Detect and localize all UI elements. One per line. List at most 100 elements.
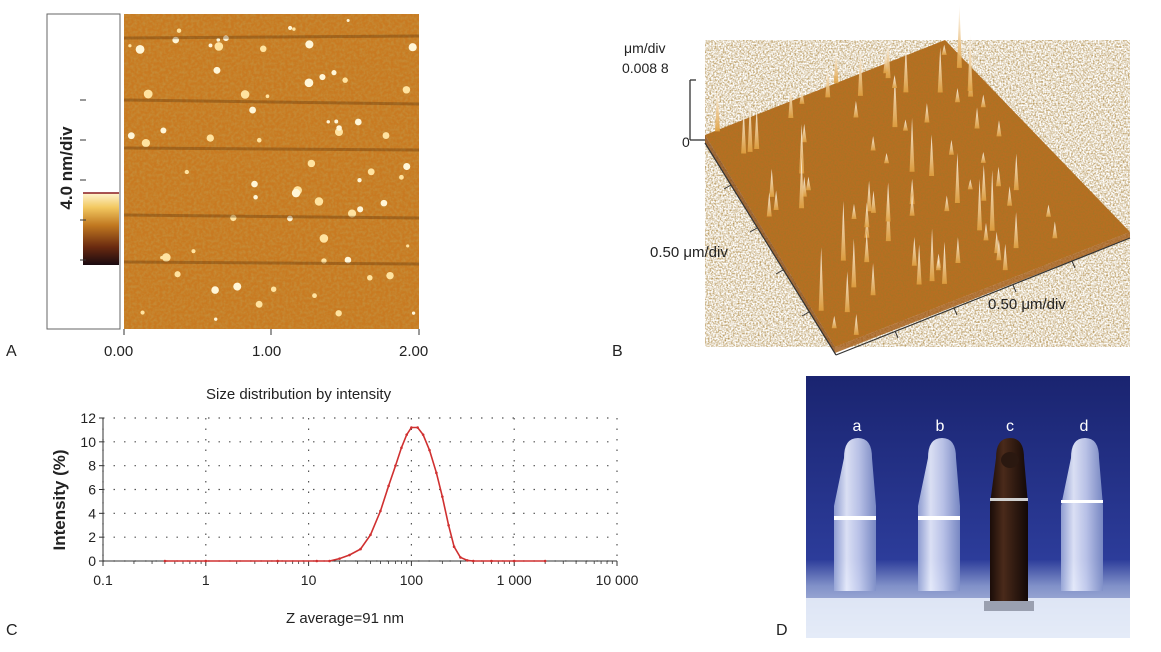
data-point (471, 559, 475, 563)
surface-spike (714, 85, 720, 132)
surface-spike (1007, 186, 1013, 206)
data-point (400, 446, 403, 450)
panel-letter-d: D (776, 622, 788, 639)
panel-a-figure (46, 13, 420, 335)
data-point (428, 448, 431, 452)
afm-particle (307, 159, 316, 168)
afm-particle (399, 174, 404, 180)
surface-spike (866, 180, 872, 212)
surface-spike (967, 179, 973, 190)
afm-particle (334, 119, 339, 124)
surface-spike (891, 75, 897, 89)
vial-label-c: c (1006, 418, 1014, 435)
afm-particle (321, 258, 327, 264)
afm-particle (240, 90, 250, 99)
data-point (421, 433, 425, 436)
y-tick-label: 10 (80, 434, 96, 450)
surface-spike (955, 237, 961, 263)
data-point (405, 433, 408, 436)
surface-spike (747, 100, 753, 152)
afm-particle (357, 206, 364, 213)
data-point (328, 559, 331, 563)
afm-particle (270, 286, 277, 292)
surface-spike (853, 313, 859, 335)
surface-spike (892, 74, 898, 128)
data-point (543, 559, 547, 563)
surface-spike (996, 239, 1002, 261)
surface-spike (799, 89, 805, 104)
vial-label-b: b (936, 418, 945, 435)
surface-spike (911, 237, 917, 266)
data-point (163, 559, 167, 563)
data-point (379, 509, 382, 513)
data-point (276, 559, 279, 563)
data-point (447, 523, 450, 527)
surface-spike (741, 108, 747, 154)
afm-particle (288, 25, 293, 31)
surface-spike (909, 178, 915, 205)
colorbar (83, 193, 119, 265)
afm-height-image (124, 14, 419, 329)
afm-particle (140, 310, 145, 315)
panel-letter-a: A (6, 343, 17, 360)
intensity-chart: 0 2 4 6 8 10 12 0.1 1 10 100 1 000 10 000 (80, 410, 638, 588)
afm-particle (256, 137, 262, 143)
surface-spike (831, 315, 837, 329)
data-point (387, 484, 390, 488)
afm-particle (342, 77, 348, 83)
data-point (490, 559, 493, 563)
afm-particle (319, 234, 329, 243)
afm-particle (406, 244, 410, 248)
afm-particle (223, 35, 229, 42)
afm-particle (176, 28, 182, 33)
afm-particle (326, 120, 331, 124)
afm-particle (206, 134, 214, 142)
afm-particle (386, 271, 394, 280)
afm-particle (346, 18, 350, 23)
afm-particle (214, 42, 224, 51)
panel-b-figure (689, 3, 1131, 356)
surface-spike (1013, 212, 1019, 249)
surface-spike (788, 85, 794, 118)
afm-particle (249, 106, 257, 114)
surface-spike (944, 195, 950, 212)
afm-particle (208, 43, 213, 48)
data-point (466, 559, 469, 562)
surface-spike (766, 192, 772, 217)
surface-spike (853, 100, 859, 118)
afm-particle (141, 138, 151, 148)
afm-particle (253, 194, 258, 200)
surface-spike (935, 259, 941, 271)
afm-particle (354, 118, 362, 126)
data-point (204, 559, 208, 563)
surface-spike (1002, 243, 1008, 271)
surface-spike (773, 190, 779, 211)
surface-spike (954, 153, 960, 204)
afm-scan-lines (123, 34, 420, 266)
data-point (512, 559, 516, 563)
afm-particle (304, 78, 314, 88)
afm-particle (292, 27, 296, 31)
afm-particle (344, 256, 352, 264)
afm-particle (135, 44, 145, 54)
x-tick-label: 100 (400, 572, 424, 588)
surface-spike (851, 203, 857, 220)
afm-particle (319, 73, 326, 81)
afm-particle (191, 249, 196, 254)
afm-particle (402, 86, 411, 94)
surface-spike (924, 103, 930, 123)
afm-particle (380, 199, 388, 207)
afm-particle (347, 209, 357, 218)
afm-particle (216, 38, 221, 42)
surface-spike (977, 178, 983, 231)
afm-particle (314, 197, 324, 206)
x-tick-label: 1 000 (497, 572, 532, 588)
surface-spike (937, 47, 943, 93)
vials-photo: a b c d (806, 376, 1130, 638)
afm-particle (213, 66, 221, 74)
surface-spike (799, 124, 805, 174)
surface-spike (916, 244, 922, 285)
data-point (459, 556, 462, 559)
surface-spike (840, 201, 846, 261)
data-point (338, 557, 341, 560)
